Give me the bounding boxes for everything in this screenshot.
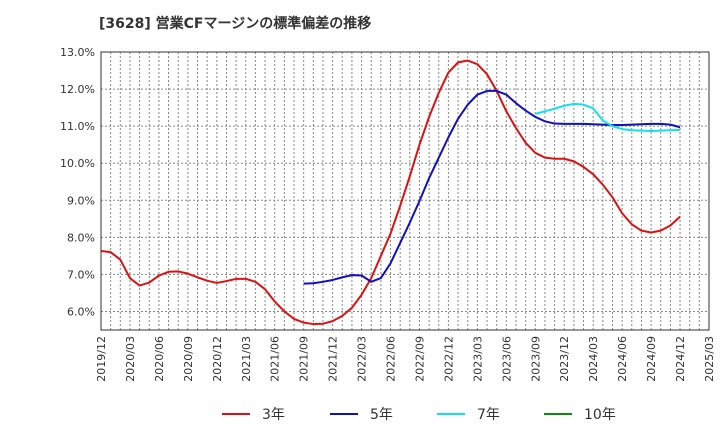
x-tick-label: 2022/09 [413, 336, 426, 382]
y-tick-label: 8.0% [67, 231, 95, 244]
x-tick-label: 2023/03 [471, 336, 484, 382]
series-line-1 [303, 89, 681, 285]
series-line-2 [535, 102, 681, 132]
x-axis: 2019/12 2020/03 2020/06 2020/09 2020/12 2021/… [95, 336, 716, 382]
plot-border [100, 51, 710, 331]
legend-label-3: 10年 [584, 407, 616, 423]
legend-label-0: 3年 [262, 407, 285, 423]
x-tick-label: 2022/12 [442, 336, 455, 382]
y-tick-label: 13.0% [60, 46, 95, 59]
chart-title: [3628] 営業CFマージンの標準偏差の推移 [99, 16, 372, 32]
legend-label-2: 7年 [477, 407, 500, 423]
x-tick-label: 2022/03 [356, 336, 369, 382]
x-tick-label: 2024/03 [587, 336, 600, 382]
y-tick-label: 12.0% [60, 83, 95, 96]
x-tick-label: 2022/06 [385, 336, 398, 382]
x-tick-label: 2025/03 [703, 336, 716, 382]
x-tick-label: 2019/12 [95, 336, 108, 382]
y-tick-label: 9.0% [67, 194, 95, 207]
y-tick-label: 7.0% [67, 268, 95, 281]
x-tick-label: 2021/06 [269, 336, 282, 382]
x-tick-label: 2021/12 [327, 336, 340, 382]
series-line-0 [100, 59, 681, 326]
y-axis: 6.0% 7.0% 8.0% 9.0% 10.0% 11.0% 12.0% 13.0% [60, 46, 95, 318]
x-tick-label: 2021/03 [240, 336, 253, 382]
x-tick-label: 2020/12 [211, 336, 224, 382]
x-tick-label: 2021/09 [298, 336, 311, 382]
series-layer [100, 59, 681, 326]
legend: 3年 5年 7年 10年 [222, 407, 616, 423]
x-tick-label: 2020/03 [124, 336, 137, 382]
legend-label-1: 5年 [370, 407, 393, 423]
x-tick-label: 2020/06 [153, 336, 166, 382]
y-tick-label: 11.0% [60, 120, 95, 133]
x-tick-label: 2023/09 [529, 336, 542, 382]
y-tick-label: 6.0% [67, 305, 95, 318]
x-tick-label: 2024/06 [616, 336, 629, 382]
y-tick-label: 10.0% [60, 157, 95, 170]
x-tick-label: 2020/09 [182, 336, 195, 382]
x-tick-label: 2024/09 [645, 336, 658, 382]
x-tick-label: 2024/12 [674, 336, 687, 382]
x-tick-label: 2023/06 [500, 336, 513, 382]
x-tick-label: 2023/12 [558, 336, 571, 382]
